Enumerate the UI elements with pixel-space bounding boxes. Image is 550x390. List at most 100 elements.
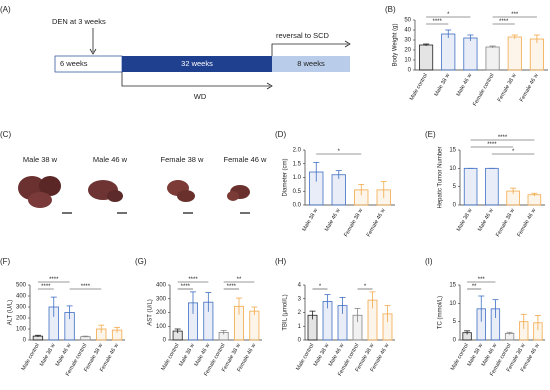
x-tick-label: Female 38 w <box>343 208 364 238</box>
y-tick-label: 0 <box>408 68 412 74</box>
photo-label: Female 38 w <box>161 155 205 164</box>
y-axis-label: Diameter (cm) <box>283 158 289 196</box>
x-tick-label: Female control <box>472 73 495 108</box>
photo-label: Male 46 w <box>93 155 128 164</box>
y-tick-label: 200 <box>156 310 167 316</box>
y-tick-label: 500 <box>16 283 27 289</box>
x-tick-label: Female 46 w <box>366 208 387 238</box>
bar <box>485 46 500 71</box>
photo-label: Female 46 w <box>224 155 268 164</box>
wd-label: WD <box>194 92 207 101</box>
y-tick-label: 100 <box>16 327 27 333</box>
y-tick-label: 300 <box>156 296 167 302</box>
x-tick-label: Female 38 w <box>497 73 518 103</box>
y-tick-label: 0 <box>453 338 457 344</box>
y-tick-label: 2.0 <box>293 148 302 154</box>
y-tick-label: 200 <box>16 316 27 322</box>
significance-label: *** <box>511 12 519 18</box>
den-label: DEN at 3 weeks <box>52 17 106 26</box>
y-tick-label: 3 <box>298 296 302 302</box>
x-tick-label: Male 46 w <box>477 208 495 233</box>
reversal-label: reversal to SCD <box>276 31 330 40</box>
y-tick-label: 1.0 <box>293 175 302 181</box>
y-axis-label: ALT (U/L) <box>8 300 14 325</box>
y-tick-label: 20 <box>404 48 411 54</box>
y-tick-label: 15 <box>449 283 456 289</box>
significance-label: * <box>512 149 515 155</box>
significance-label: **** <box>432 19 442 25</box>
significance-label: *** <box>478 277 486 283</box>
x-tick-label: Male 46 w <box>324 208 342 233</box>
phase-label: 8 weeks <box>297 59 325 68</box>
y-axis-label: AST (U/L) <box>148 299 154 326</box>
x-tick-label: Female 38 w <box>495 208 516 238</box>
bar <box>463 167 478 206</box>
significance-label: * <box>338 149 341 155</box>
bar <box>463 37 478 71</box>
significance-label: ** <box>472 284 477 290</box>
bar <box>419 44 434 71</box>
x-tick-label: Male 38 w <box>434 73 452 98</box>
y-tick-label: 400 <box>16 294 27 300</box>
y-tick-label: 400 <box>156 283 167 289</box>
bar <box>485 167 499 206</box>
x-tick-label: Male 38 w <box>456 208 474 233</box>
y-tick-label: 10 <box>449 301 456 307</box>
y-tick-label: 10 <box>449 166 456 172</box>
phase-box <box>122 56 272 72</box>
y-axis-label: Hepatic Tumor Number <box>438 146 444 208</box>
arrow <box>271 43 348 56</box>
bar <box>507 36 522 71</box>
phase-box <box>272 56 350 72</box>
x-tick-label: Male 38 w <box>302 208 320 233</box>
y-axis-label: Body Weight (g) <box>393 24 399 67</box>
panel-label: (B) <box>385 5 396 14</box>
bar <box>441 33 456 71</box>
y-tick-label: 10 <box>404 58 411 64</box>
significance-label: **** <box>227 284 237 290</box>
y-tick-label: 40 <box>404 28 411 34</box>
significance-label: **** <box>498 135 508 141</box>
phase-label: 6 weeks <box>60 59 88 68</box>
phase-label: 32 weeks <box>181 59 213 68</box>
y-tick-label: 0.0 <box>293 203 302 209</box>
arrow-head <box>266 82 273 90</box>
y-tick-label: 5 <box>453 319 457 325</box>
x-tick-label: Male control <box>409 73 429 102</box>
arrow-head <box>344 40 351 48</box>
liver-photo <box>18 176 72 214</box>
bar <box>527 194 542 206</box>
y-tick-label: 0 <box>298 338 302 344</box>
y-axis-label: TC (mmol/L) <box>438 296 444 329</box>
significance-label: **** <box>49 277 59 283</box>
y-tick-label: 5 <box>453 184 457 190</box>
significance-label: **** <box>188 277 198 283</box>
y-tick-label: 4 <box>298 283 302 289</box>
y-axis-label: TBIL (μmol/L) <box>283 294 289 330</box>
panel-label: (D) <box>275 130 286 139</box>
y-tick-label: 2 <box>298 310 302 316</box>
panel-label: (G) <box>135 257 147 266</box>
significance-label: ** <box>237 277 242 283</box>
significance-label: **** <box>181 284 191 290</box>
liver-photo <box>227 185 250 214</box>
x-tick-label: Male control <box>450 343 470 372</box>
panel-label: (C) <box>0 130 11 139</box>
x-tick-label: Male control <box>21 343 41 372</box>
x-tick-label: Female 46 w <box>516 208 537 238</box>
panel-label: (A) <box>0 5 11 14</box>
bar <box>331 174 346 206</box>
significance-label: **** <box>41 284 51 290</box>
liver-photo <box>88 180 127 214</box>
y-tick-label: 1 <box>298 324 302 330</box>
y-tick-label: 30 <box>404 38 411 44</box>
significance-label: **** <box>499 19 509 25</box>
significance-label: **** <box>81 284 91 290</box>
y-tick-label: 0 <box>23 338 27 344</box>
y-tick-label: 0.5 <box>293 189 302 195</box>
arrow <box>121 72 270 87</box>
panel-label: (E) <box>425 130 436 139</box>
x-tick-label: Male 46 w <box>55 343 73 368</box>
bar <box>249 310 260 341</box>
